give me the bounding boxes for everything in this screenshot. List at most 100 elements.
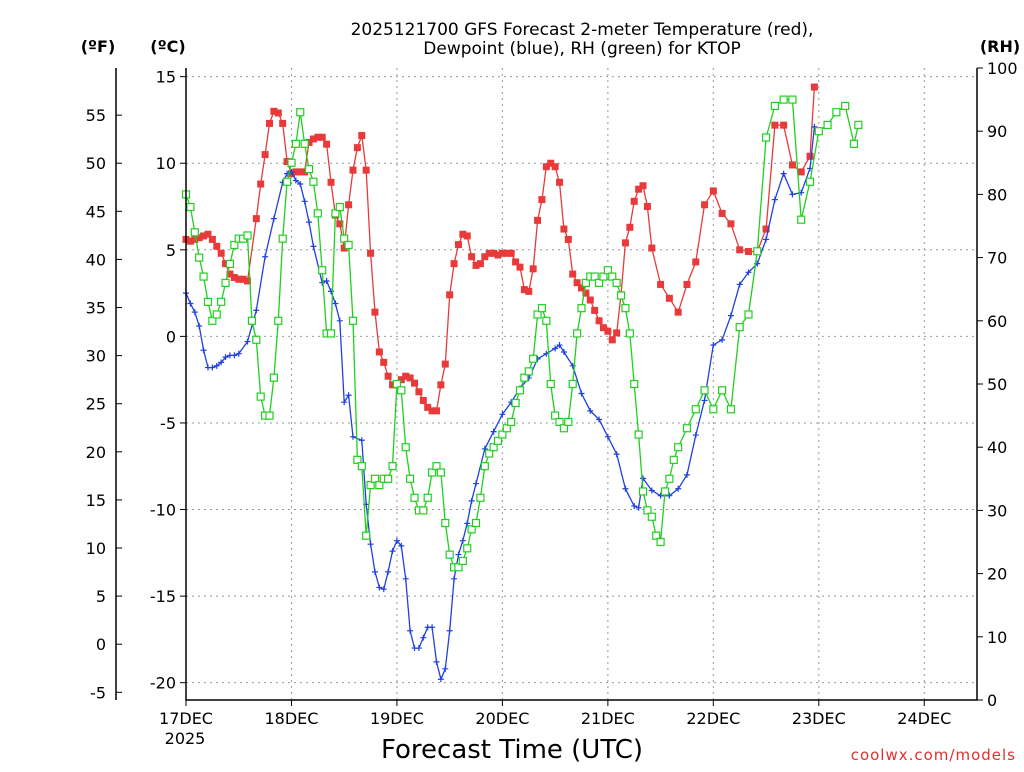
- dewpoint-point: [336, 317, 343, 324]
- temperature-point: [657, 280, 665, 288]
- rh-point: [665, 474, 674, 483]
- temperature-point: [701, 201, 709, 209]
- temperature-point: [323, 140, 331, 148]
- rh-point: [621, 304, 630, 313]
- temperature-point: [195, 234, 203, 242]
- dewpoint-point: [389, 548, 396, 555]
- x-tick-label: 23DEC: [792, 709, 846, 728]
- dewpoint-point: [253, 307, 260, 314]
- temperature-point: [191, 235, 199, 243]
- rh-point: [630, 379, 639, 389]
- rh-point: [493, 436, 503, 445]
- dewpoint-point: [468, 497, 475, 504]
- dewpoint-point: [209, 364, 216, 371]
- temperature-point: [560, 225, 568, 233]
- fahrenheit-tick-label: 30: [86, 347, 106, 366]
- dewpoint-point: [648, 487, 655, 494]
- rh-tick-label: 50: [987, 375, 1007, 394]
- rh-point: [735, 323, 744, 332]
- dewpoint-point: [262, 253, 269, 260]
- temperature-point: [806, 152, 814, 160]
- rh-point: [375, 481, 384, 490]
- rh-tick-label: 10: [987, 628, 1007, 647]
- rh-point: [480, 462, 489, 471]
- rh-point: [577, 304, 586, 313]
- dewpoint-point: [200, 347, 207, 354]
- temperature-point: [797, 168, 805, 176]
- rh-point: [203, 297, 213, 306]
- credit-text: coolwx.com/models: [851, 746, 1016, 764]
- rh-point: [427, 468, 437, 477]
- rh-point: [700, 386, 709, 395]
- rh-point: [529, 354, 538, 363]
- rh-tick-label: 20: [987, 565, 1007, 584]
- temperature-point: [314, 133, 322, 141]
- rh-point: [608, 272, 617, 281]
- dewpoint-point: [499, 411, 506, 418]
- rh-tick-label: 100: [987, 59, 1018, 78]
- temperature-point: [468, 253, 476, 261]
- rh-point: [643, 506, 652, 515]
- dewpoint-point: [420, 634, 427, 641]
- temperature-point: [498, 249, 506, 257]
- rh-point: [304, 165, 314, 174]
- dewpoint-point: [736, 281, 743, 288]
- rh-point: [269, 373, 278, 382]
- rh-point: [370, 474, 380, 483]
- x-axis-label: Forecast Time (UTC): [381, 735, 643, 765]
- temperature-point: [270, 107, 278, 115]
- dewpoint-point: [349, 433, 356, 440]
- dewpoint-point: [727, 312, 734, 319]
- rh-point: [647, 512, 656, 521]
- temperature-point: [771, 121, 779, 129]
- dewpoint-point: [719, 336, 726, 343]
- dewpoint-point: [442, 665, 449, 672]
- rh-point: [638, 487, 648, 496]
- rh-point: [511, 398, 520, 408]
- temperature-point: [459, 230, 467, 238]
- rh-point: [832, 108, 841, 117]
- temperature-point: [244, 277, 252, 285]
- rh-point: [656, 537, 665, 547]
- rh-point: [357, 462, 366, 471]
- dewpoint-point: [666, 492, 673, 499]
- rh-point: [524, 367, 533, 376]
- temperature-point: [573, 279, 581, 287]
- rh-point: [709, 405, 718, 414]
- temperature-point: [709, 187, 717, 195]
- dewpoint-point: [683, 471, 690, 478]
- temperature-point: [252, 215, 260, 223]
- rh-point: [410, 493, 419, 502]
- dewpoint-point: [587, 407, 594, 414]
- temperature-point: [621, 239, 629, 247]
- dewpoint-point: [556, 342, 563, 349]
- rh-point: [432, 462, 441, 471]
- temperature-point: [371, 308, 379, 316]
- series-dewpoint: [183, 123, 818, 683]
- rh-point: [186, 202, 195, 212]
- dewpoint-point: [771, 196, 778, 203]
- temperature-point: [446, 291, 454, 299]
- temperature-point: [411, 379, 419, 387]
- temperature-point: [283, 158, 291, 166]
- dewpoint-point: [222, 354, 229, 361]
- temperature-point: [516, 263, 524, 271]
- dewpoint-point: [745, 269, 752, 276]
- dewpoint-point: [297, 181, 304, 188]
- temperature-point: [639, 182, 647, 190]
- dewpoint-point: [235, 350, 242, 357]
- rh-point: [300, 139, 309, 148]
- rh-point: [230, 240, 239, 250]
- fahrenheit-tick-label: 40: [86, 250, 106, 269]
- temperature-point: [375, 348, 383, 356]
- fahrenheit-tick-label: 5: [96, 587, 106, 606]
- rh-point: [445, 550, 454, 559]
- rh-point: [814, 127, 823, 136]
- temperature-point: [305, 138, 313, 146]
- temperature-point: [450, 260, 458, 268]
- temperature-point: [556, 178, 564, 186]
- rh-point: [674, 443, 683, 452]
- dewpoint-point: [367, 541, 374, 548]
- dewpoint-point: [341, 399, 348, 406]
- temperature-point: [542, 163, 550, 171]
